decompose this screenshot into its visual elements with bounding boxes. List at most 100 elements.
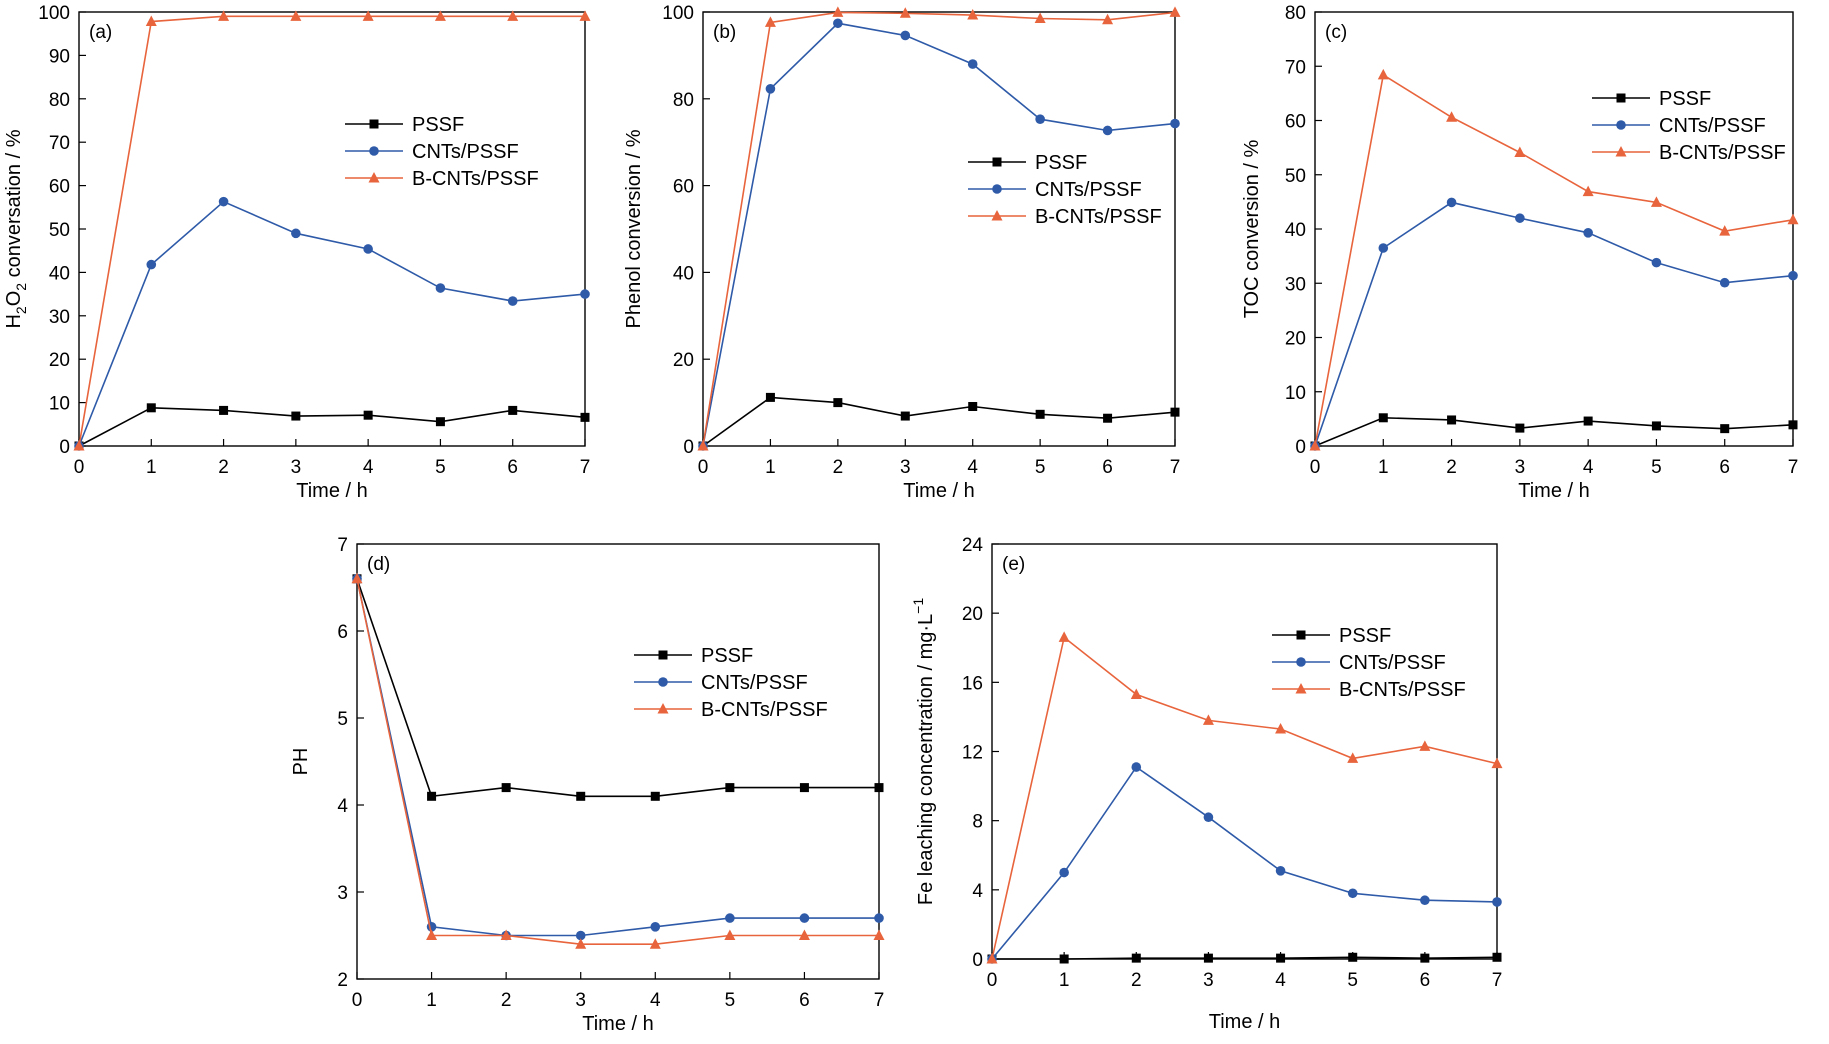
x-tick-label: 7 xyxy=(580,457,591,478)
x-axis-label: Time / h xyxy=(903,480,975,502)
data-point xyxy=(434,10,446,21)
data-point xyxy=(1347,888,1358,899)
data-point xyxy=(1515,213,1525,223)
x-tick-label: 1 xyxy=(1059,970,1070,991)
legend: PSSF CNTs/PSSF B-CNTs/PSSF xyxy=(1272,625,1466,701)
data-point xyxy=(967,9,979,20)
legend-marker xyxy=(1295,683,1307,694)
data-point xyxy=(1446,111,1458,122)
x-tick-label: 3 xyxy=(1203,970,1214,991)
legend-label: PSSF xyxy=(1339,625,1391,647)
y-tick-label: 3 xyxy=(337,883,348,904)
panel-label: (e) xyxy=(1002,554,1025,575)
x-tick-label: 0 xyxy=(74,457,85,478)
data-point xyxy=(799,783,809,793)
y-tick-label: 0 xyxy=(683,437,694,458)
series-cnts-pssf xyxy=(987,762,1502,964)
panel-b: 0 1 2 3 4 5 6 7 0 20 40 60 80 100 Time / h Phenol conve… xyxy=(623,3,1181,502)
data-point xyxy=(1203,812,1214,823)
legend-marker xyxy=(369,146,379,156)
data-point xyxy=(724,929,736,940)
x-tick-label: 5 xyxy=(1035,457,1046,478)
data-point xyxy=(218,10,230,21)
data-point xyxy=(1131,762,1142,772)
series-cnts-pssf xyxy=(74,196,590,451)
legend-label: CNTs/PSSF xyxy=(1035,179,1142,201)
y-tick-label: 50 xyxy=(49,220,70,241)
x-tick-label: 1 xyxy=(146,457,157,478)
y-tick-label: 5 xyxy=(337,709,348,730)
data-point xyxy=(219,405,229,415)
x-tick-label: 6 xyxy=(799,990,810,1011)
data-point xyxy=(1720,424,1730,434)
x-tick-label: 2 xyxy=(501,990,512,1011)
y-tick-label: 90 xyxy=(49,46,70,67)
y-tick-label: 30 xyxy=(49,307,70,328)
x-tick-label: 4 xyxy=(967,457,978,478)
data-point xyxy=(798,929,810,940)
series-line xyxy=(702,11,1176,447)
y-tick-label: 16 xyxy=(962,673,983,694)
y-tick-label: 10 xyxy=(49,394,70,415)
data-point xyxy=(1059,867,1069,878)
x-axis-label: Time / h xyxy=(1209,1011,1281,1033)
x-tick-label: 6 xyxy=(1420,970,1431,991)
data-point xyxy=(650,791,660,801)
x-tick-label: 3 xyxy=(575,990,586,1011)
data-point xyxy=(1651,421,1661,431)
data-point xyxy=(986,953,998,964)
data-point xyxy=(1787,213,1799,225)
y-axis-label: TOC conversion / % xyxy=(1241,139,1263,318)
legend-marker xyxy=(658,650,668,660)
y-tick-label: 100 xyxy=(38,3,70,24)
y-tick-label: 60 xyxy=(673,177,694,198)
data-point xyxy=(697,440,709,451)
legend-label: CNTs/PSSF xyxy=(1339,652,1446,674)
legend-label: PSSF xyxy=(1659,88,1711,110)
data-point xyxy=(1378,243,1389,253)
data-point xyxy=(832,6,844,17)
x-tick-label: 3 xyxy=(900,457,911,478)
data-point xyxy=(1035,409,1045,419)
data-point xyxy=(580,289,590,299)
data-point xyxy=(218,196,229,207)
legend-label: B-CNTs/PSSF xyxy=(1339,679,1466,701)
series-line xyxy=(1314,416,1794,447)
data-point xyxy=(507,10,519,21)
x-tick-label: 3 xyxy=(1515,457,1526,478)
legend-marker xyxy=(368,172,380,183)
data-point xyxy=(579,10,591,21)
y-tick-label: 20 xyxy=(49,350,70,371)
legend-marker xyxy=(992,157,1002,167)
data-point xyxy=(1583,416,1593,426)
y-tick-label: 40 xyxy=(673,263,694,284)
data-point xyxy=(363,244,373,254)
legend-label: B-CNTs/PSSF xyxy=(1659,142,1786,164)
data-point xyxy=(900,411,910,421)
y-tick-label: 80 xyxy=(49,90,70,111)
data-point xyxy=(291,228,301,239)
data-point xyxy=(1492,897,1502,907)
legend-label: B-CNTs/PSSF xyxy=(412,168,539,190)
y-tick-label: 80 xyxy=(673,90,694,111)
panel-label: (a) xyxy=(89,22,112,43)
y-tick-label: 80 xyxy=(1285,3,1306,24)
data-point xyxy=(576,791,586,801)
data-point xyxy=(507,296,518,306)
x-tick-label: 1 xyxy=(426,990,437,1011)
x-tick-label: 0 xyxy=(698,457,709,478)
data-point xyxy=(1515,423,1525,433)
data-point xyxy=(1202,714,1214,725)
x-tick-label: 7 xyxy=(1788,457,1799,478)
x-tick-label: 5 xyxy=(1651,457,1662,478)
data-point xyxy=(1583,227,1593,238)
y-tick-label: 20 xyxy=(962,604,983,625)
y-tick-label: 6 xyxy=(337,622,348,643)
x-tick-label: 5 xyxy=(435,457,446,478)
series-line xyxy=(991,765,1498,960)
data-point xyxy=(73,440,85,451)
x-tick-label: 6 xyxy=(1719,457,1730,478)
legend: PSSF CNTs/PSSF B-CNTs/PSSF xyxy=(345,114,539,190)
